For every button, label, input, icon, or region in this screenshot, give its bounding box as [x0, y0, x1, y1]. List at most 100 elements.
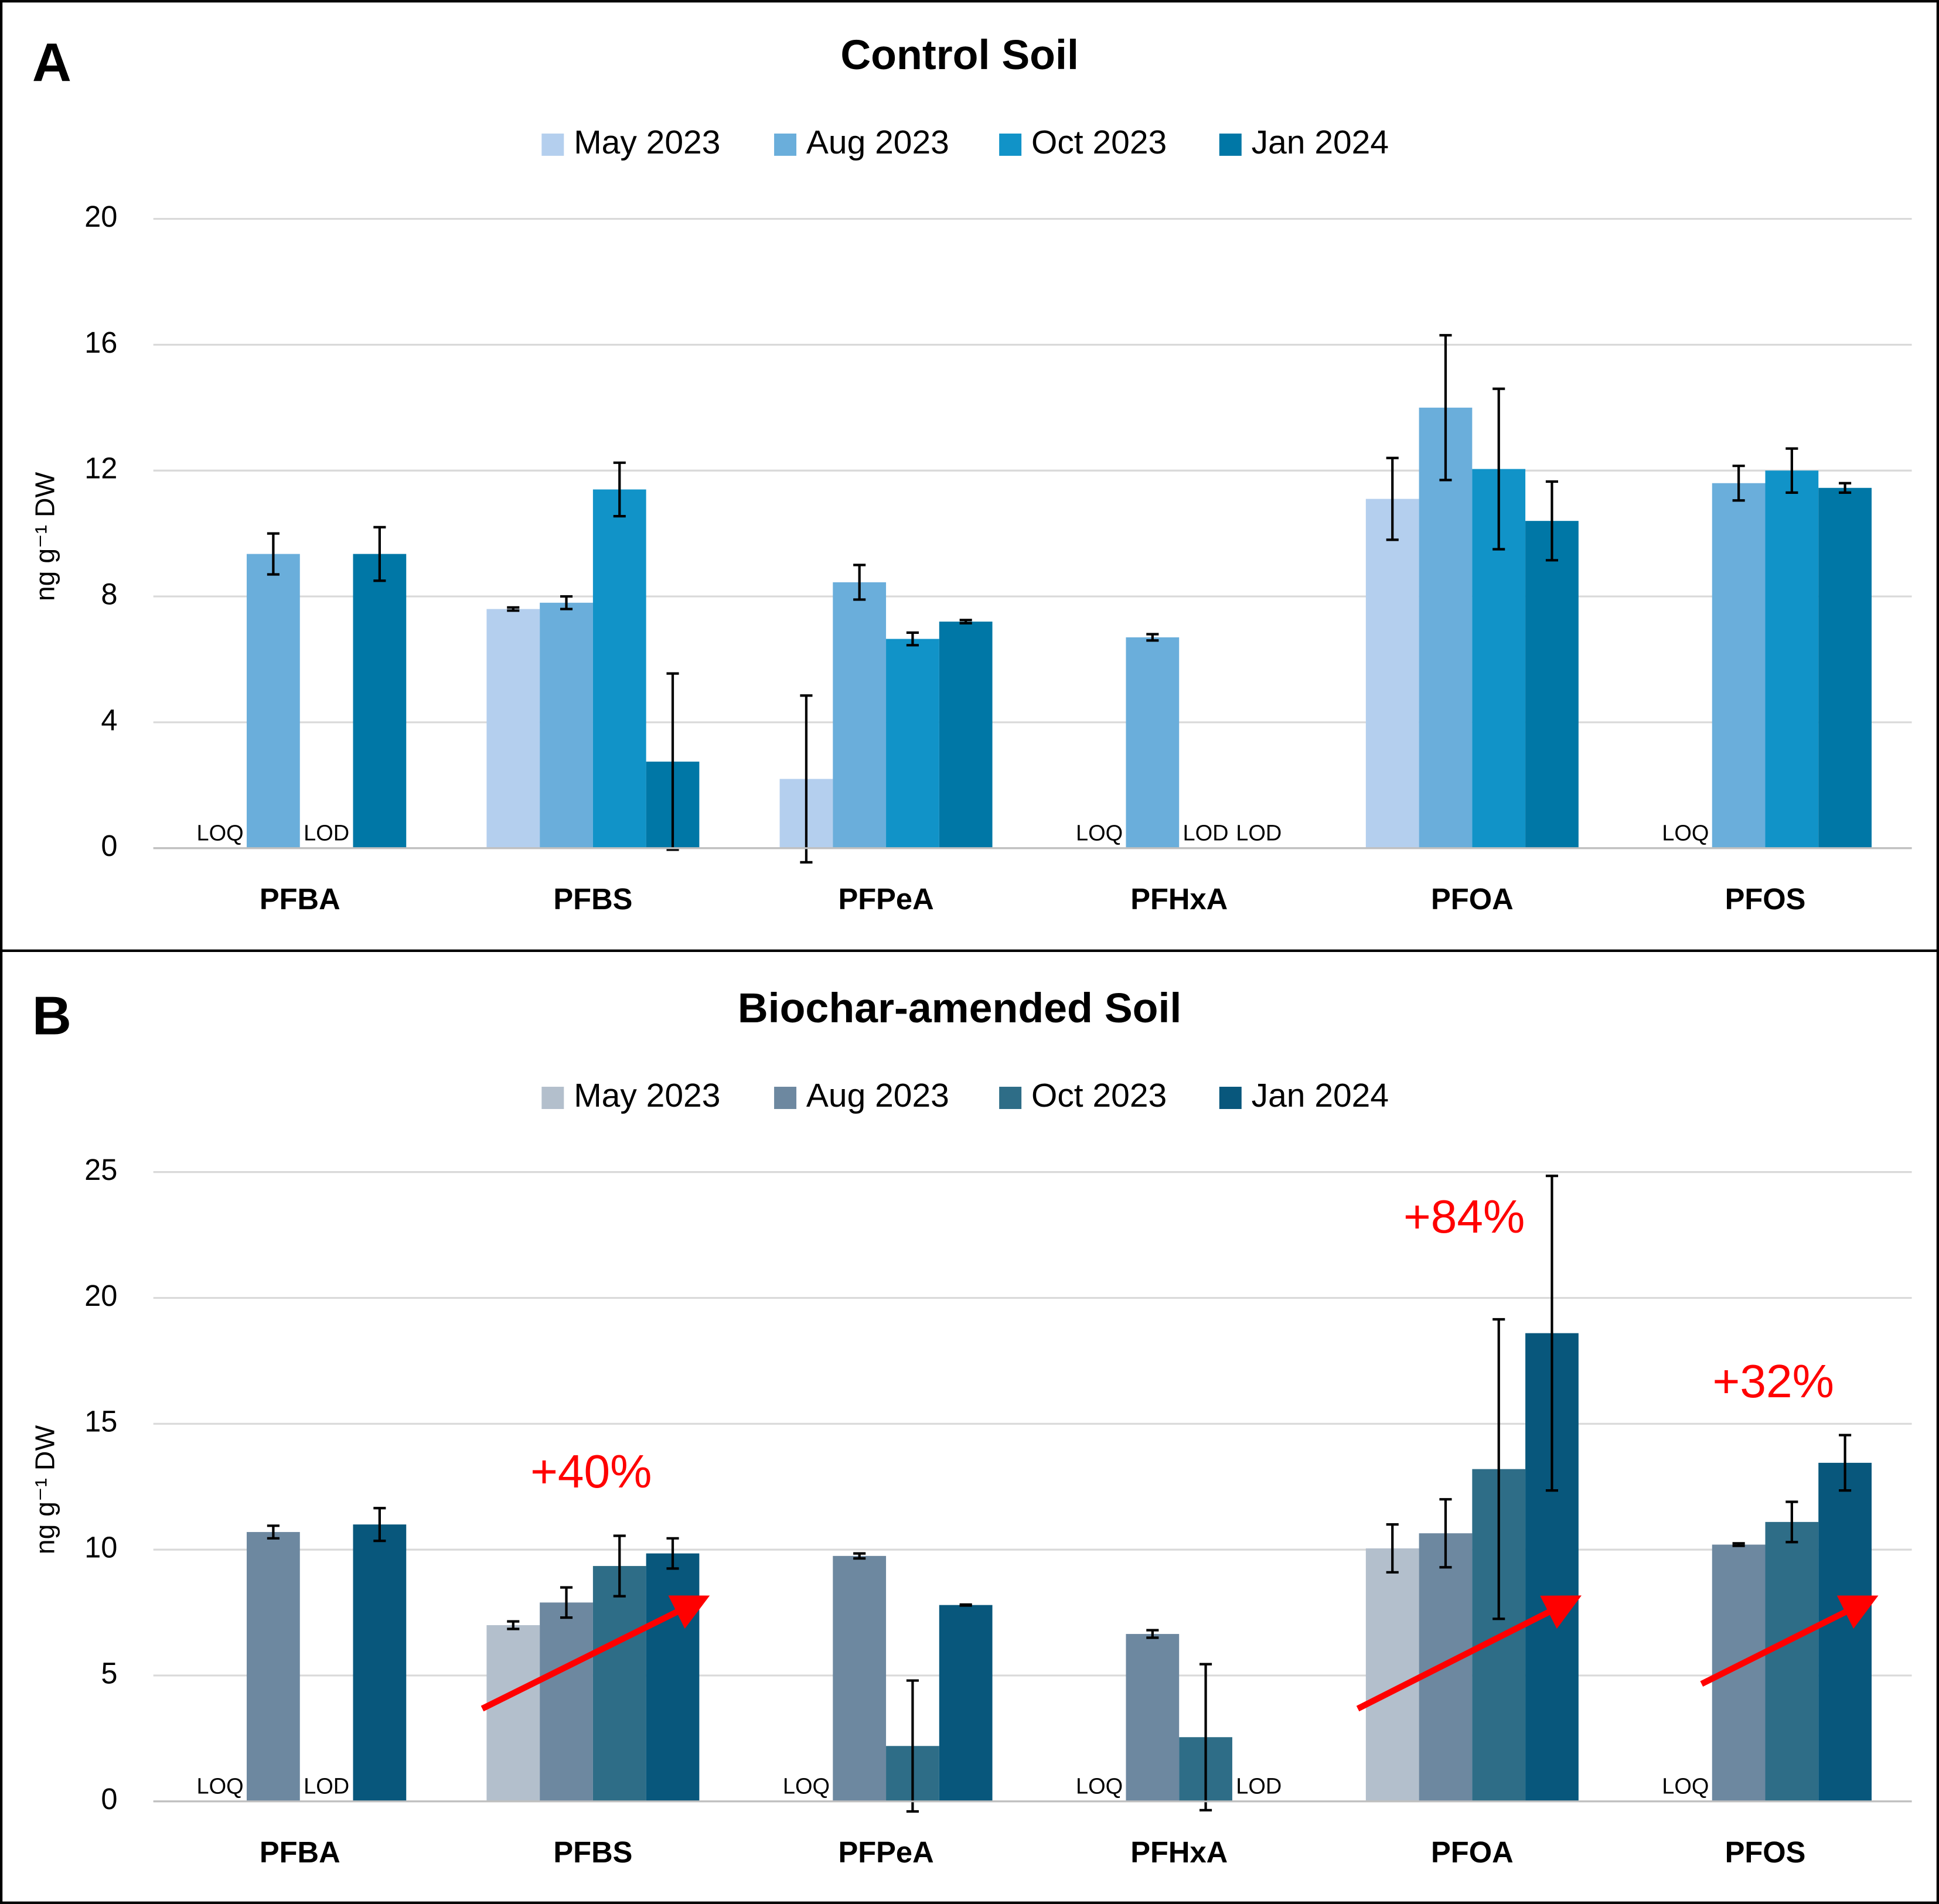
bar	[1365, 499, 1419, 848]
error-bar	[373, 1507, 386, 1543]
bar	[1818, 487, 1872, 848]
y-tick-label: 8	[101, 577, 117, 610]
bar	[1818, 1462, 1872, 1801]
chart-title: Biochar-amended Soil	[738, 985, 1182, 1032]
annotation: +32%	[1713, 1354, 1834, 1407]
x-tick-label: PFBS	[553, 882, 632, 916]
error-bar	[613, 461, 626, 518]
y-tick-label: 0	[101, 829, 117, 862]
legend-swatch	[1219, 133, 1242, 156]
x-tick-label: PFBA	[260, 1835, 340, 1869]
x-tick-label: PFOA	[1431, 882, 1514, 916]
y-tick-label: 12	[84, 452, 117, 485]
error-bar	[666, 1537, 679, 1570]
legend-swatch	[774, 1087, 797, 1110]
error-bar	[1439, 1498, 1452, 1569]
limit-label: LOQ	[1076, 821, 1123, 846]
limit-label: LOQ	[1076, 1775, 1123, 1799]
bar	[592, 489, 646, 848]
error-bar	[267, 1524, 280, 1540]
y-tick-label: 0	[101, 1782, 117, 1816]
error-bar	[1732, 465, 1745, 502]
legend-label: May 2023	[574, 1077, 720, 1114]
limit-label: LOD	[304, 821, 349, 846]
y-axis-label: ng g⁻¹ DW	[29, 1425, 60, 1555]
bar	[1365, 1548, 1419, 1801]
x-tick-label: PFOS	[1725, 1835, 1806, 1869]
bar	[886, 639, 939, 848]
annotation: +84%	[1403, 1190, 1525, 1243]
limit-label: LOQ	[1662, 1775, 1709, 1799]
error-bar	[1146, 633, 1159, 642]
legend-label: Jan 2024	[1252, 124, 1389, 161]
legend-swatch	[999, 1087, 1022, 1110]
panel-label: B	[32, 985, 71, 1046]
error-bar	[666, 672, 679, 851]
legend-label: Jan 2024	[1252, 1077, 1389, 1114]
x-tick-label: PFOS	[1725, 882, 1806, 916]
error-bar	[1386, 1523, 1399, 1574]
bar	[247, 554, 300, 848]
legend-swatch	[774, 133, 797, 156]
limit-label: LOD	[1236, 821, 1282, 846]
x-tick-label: PFBA	[260, 882, 340, 916]
error-bar	[1545, 480, 1559, 562]
error-bar	[959, 1603, 972, 1607]
bar	[939, 622, 993, 848]
trend-arrow	[1700, 1595, 1879, 1687]
limit-label: LOD	[304, 1775, 349, 1799]
panel-label: A	[32, 32, 71, 93]
bar	[1712, 483, 1766, 848]
limit-label: LOD	[1183, 821, 1229, 846]
bar	[1765, 470, 1819, 848]
bar	[939, 1605, 993, 1801]
error-bar	[1492, 1318, 1505, 1620]
bar	[353, 554, 407, 848]
bar	[486, 1625, 540, 1801]
panel-border	[0, 949, 1939, 1904]
error-bar	[853, 564, 866, 601]
error-bar	[906, 631, 919, 647]
x-tick-label: PFOA	[1431, 1835, 1514, 1869]
error-bar	[560, 1586, 573, 1619]
legend-label: Aug 2023	[806, 1077, 949, 1114]
error-bar	[507, 606, 520, 612]
bar	[486, 609, 540, 848]
limit-label: LOQ	[1662, 821, 1709, 846]
bar	[646, 1553, 700, 1801]
trend-arrow	[1356, 1595, 1582, 1712]
error-bar	[507, 1620, 520, 1630]
legend-label: Oct 2023	[1031, 124, 1167, 161]
y-axis-label: ng g⁻¹ DW	[29, 472, 60, 601]
error-bar	[1839, 482, 1852, 494]
y-tick-label: 20	[84, 1279, 117, 1312]
y-tick-label: 4	[101, 703, 117, 736]
bar	[540, 602, 593, 848]
annotation: +40%	[530, 1445, 652, 1497]
error-bar	[1732, 1542, 1745, 1547]
error-bar	[267, 532, 280, 576]
bar	[540, 1602, 593, 1801]
error-bar	[1492, 387, 1505, 551]
bar	[1126, 637, 1180, 848]
chart-title: Control Soil	[840, 32, 1079, 79]
x-tick-label: PFPeA	[838, 1835, 933, 1869]
bar	[1126, 1634, 1180, 1801]
trend-arrow	[481, 1595, 710, 1712]
legend-swatch	[1219, 1087, 1242, 1110]
legend-swatch	[541, 1087, 564, 1110]
error-bar	[1146, 1629, 1159, 1639]
legend-label: Oct 2023	[1031, 1077, 1167, 1114]
error-bar	[373, 526, 386, 582]
bar	[592, 1566, 646, 1801]
x-tick-label: PFHxA	[1130, 882, 1228, 916]
error-bar	[1839, 1434, 1852, 1492]
y-tick-label: 16	[84, 326, 117, 359]
error-bar	[1199, 1663, 1212, 1811]
error-bar	[1439, 334, 1452, 482]
error-bar	[560, 595, 573, 610]
error-bar	[959, 619, 972, 625]
legend-swatch	[999, 133, 1022, 156]
y-tick-label: 25	[84, 1153, 117, 1186]
